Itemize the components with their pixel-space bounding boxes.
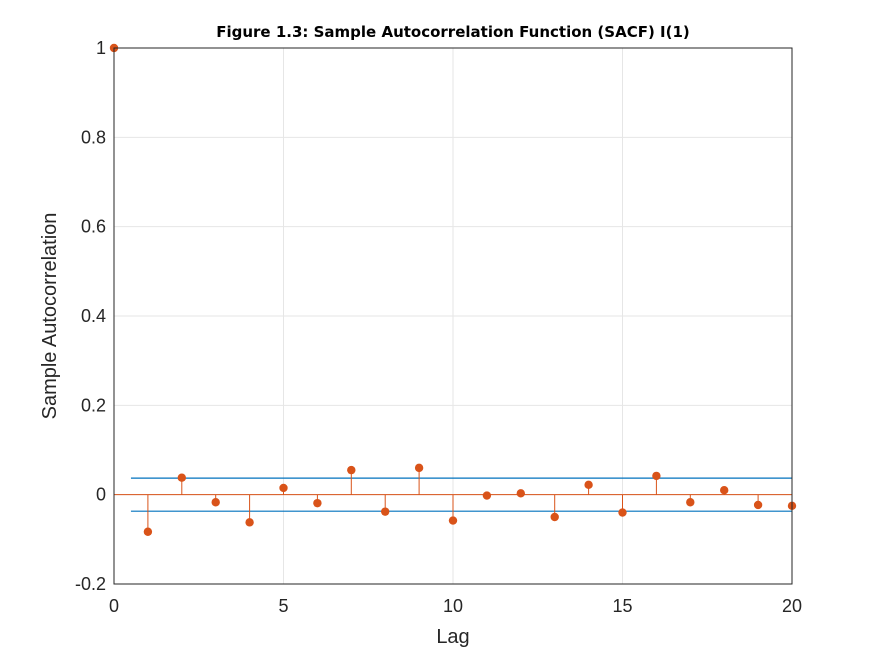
y-tick-label: 1 <box>96 38 106 58</box>
x-tick-label: 15 <box>612 596 632 616</box>
stem-marker <box>279 483 288 493</box>
stem-marker <box>143 527 153 536</box>
x-tick-label: 10 <box>443 596 463 616</box>
stem-marker <box>482 491 492 500</box>
x-tick-labels: 0 5 10 15 20 <box>109 596 802 616</box>
stem-marker <box>448 516 458 525</box>
x-tick-label: 20 <box>782 596 802 616</box>
y-tick-label: 0.6 <box>81 217 106 237</box>
y-tick-label: -0.2 <box>75 574 106 594</box>
chart-title: Figure 1.3: Sample Autocorrelation Funct… <box>216 23 690 41</box>
y-tick-label: 0.2 <box>81 395 106 415</box>
stem-marker <box>347 465 356 475</box>
y-tick-label: 0.8 <box>81 127 106 147</box>
stem-marker <box>720 486 729 495</box>
stem-marker <box>753 500 763 510</box>
stem-marker <box>550 512 559 522</box>
stem-marker <box>177 473 186 482</box>
y-tick-label: 0.4 <box>81 306 106 326</box>
y-tick-labels: -0.2 0 0.2 0.4 0.6 0.8 1 <box>75 38 106 594</box>
y-axis-label: Sample Autocorrelation <box>39 213 61 420</box>
stem-marker <box>618 508 627 517</box>
stem-marker <box>584 480 593 490</box>
y-tick-label: 0 <box>96 485 106 505</box>
stem-marker <box>414 463 424 473</box>
stem-marker <box>211 498 220 507</box>
x-axis-label: Lag <box>436 626 469 648</box>
stem-marker <box>313 498 322 508</box>
stem-marker <box>381 507 390 516</box>
x-tick-label: 5 <box>278 596 288 616</box>
axes-frame <box>113 47 793 585</box>
x-tick-label: 0 <box>109 596 119 616</box>
stem-marker <box>516 489 525 498</box>
confidence-bounds <box>130 477 792 512</box>
stem-marker <box>245 518 254 527</box>
stem-marker <box>652 471 661 481</box>
stem-marker <box>686 498 695 507</box>
